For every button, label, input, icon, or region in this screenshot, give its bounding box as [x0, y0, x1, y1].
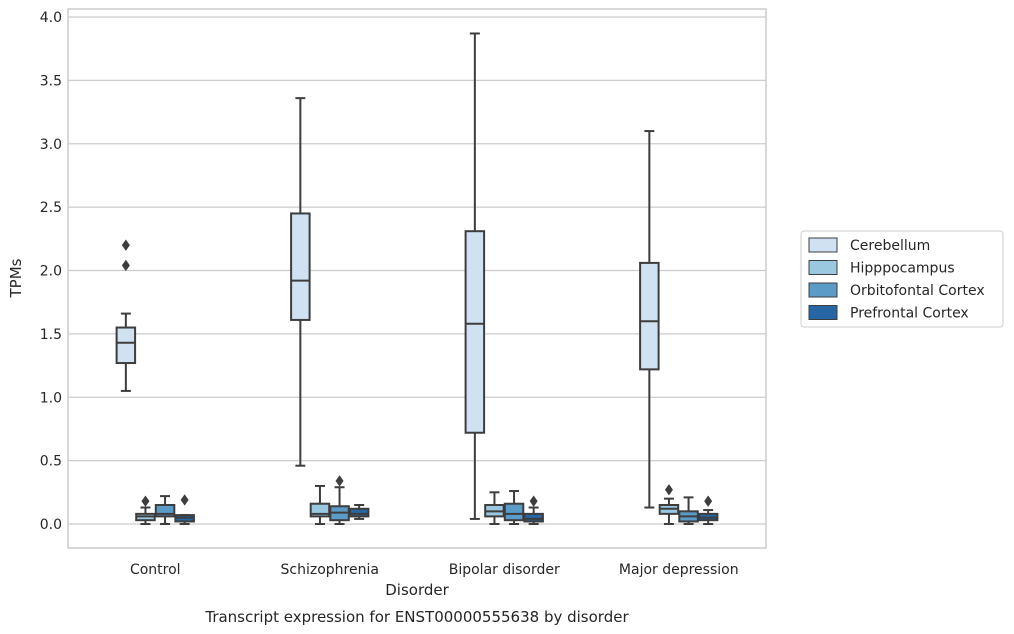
legend-label: Hipppocampus	[850, 261, 955, 277]
box-iqr	[464, 230, 486, 434]
outlier-point	[704, 495, 713, 507]
box-group	[174, 494, 195, 525]
legend-label: Prefrontal Cortex	[850, 306, 969, 322]
y-tick-label: 0.5	[40, 454, 62, 470]
x-tick-labels: Control Schizophrenia Bipolar disorder Majo…	[130, 562, 739, 578]
boxes	[115, 32, 719, 525]
box-group	[678, 496, 699, 525]
y-tick-label: 1.5	[40, 327, 62, 343]
outlier-point	[121, 239, 130, 251]
box-group	[329, 475, 350, 525]
box-group	[115, 239, 137, 392]
legend-swatch	[808, 260, 838, 275]
x-tick-label: Schizophrenia	[281, 562, 379, 578]
legend: Cerebellum Hipppocampus Orbitofontal Corte…	[800, 230, 1004, 328]
outlier-point	[335, 475, 344, 487]
box-iqr	[639, 261, 660, 371]
chart-caption: Transcript expression for ENST0000055563…	[204, 608, 629, 626]
box-group	[135, 495, 156, 525]
y-tick-label: 4.0	[40, 10, 62, 26]
legend-label: Cerebellum	[850, 238, 930, 254]
plot-frame	[67, 8, 767, 549]
x-tick-label: Control	[130, 562, 181, 578]
x-tick-label: Major depression	[619, 562, 739, 578]
y-tick-label: 0.0	[40, 517, 62, 533]
box-group	[658, 484, 680, 525]
legend-swatch	[808, 305, 838, 320]
y-tick-label: 1.0	[40, 390, 62, 406]
box-group	[697, 495, 719, 525]
y-axis-label: TPMs	[7, 258, 25, 298]
outlier-point	[529, 495, 538, 507]
y-tick-label: 3.5	[40, 73, 62, 89]
box-iqr	[290, 212, 311, 321]
box-group	[503, 490, 525, 525]
box-group	[639, 130, 660, 509]
y-tick-label: 2.5	[40, 200, 62, 216]
outlier-point	[141, 495, 150, 507]
outlier-point	[664, 484, 673, 496]
box-iqr	[503, 502, 525, 522]
legend-label: Orbitofontal Cortex	[850, 283, 985, 299]
box-iqr	[523, 512, 544, 523]
x-tick-label: Bipolar disorder	[449, 562, 560, 578]
box-group	[523, 495, 544, 525]
y-tick-label: 3.0	[40, 137, 62, 153]
y-tick-label: 2.0	[40, 264, 62, 280]
y-tick-labels: 0.0 0.5 1.0 1.5 2.0 2.5 3.0 3.5 4.0	[40, 10, 62, 533]
box-group	[484, 491, 505, 525]
legend-frame	[800, 230, 1004, 328]
box-iqr	[115, 326, 137, 365]
grid-lines	[68, 16, 766, 525]
legend-swatch	[808, 237, 838, 253]
box-group	[464, 32, 486, 520]
box-group	[348, 503, 370, 520]
outlier-point	[180, 494, 189, 506]
legend-swatch	[808, 282, 838, 298]
outlier-point	[121, 259, 130, 272]
box-iqr	[154, 503, 176, 518]
box-iqr	[348, 507, 370, 518]
box-group	[154, 495, 176, 525]
x-axis-label: Disorder	[385, 581, 449, 599]
plot-background	[68, 9, 766, 548]
box-group	[290, 97, 311, 467]
box-group	[309, 484, 331, 525]
